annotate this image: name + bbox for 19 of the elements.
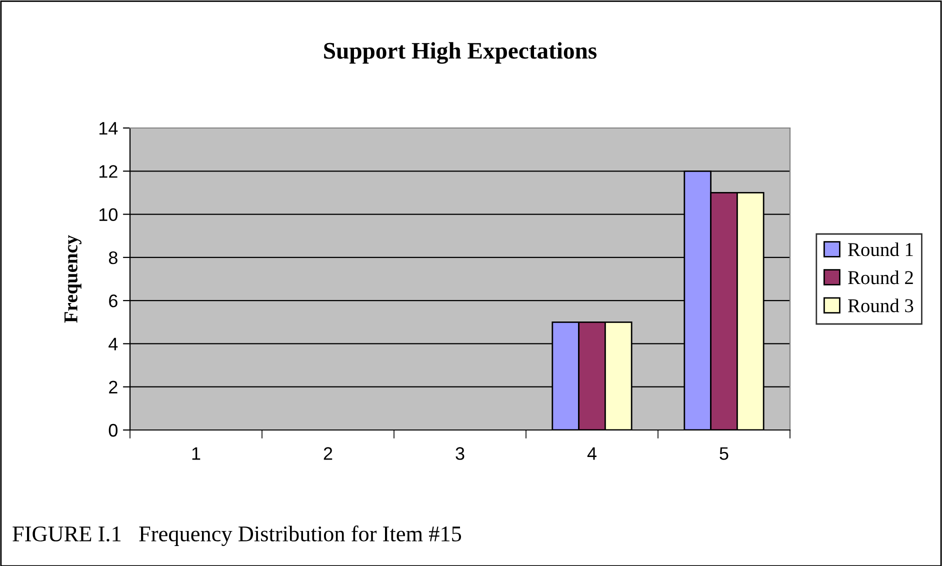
y-tick-label: 8 (108, 251, 118, 264)
y-axis-title: Frequency (64, 235, 82, 323)
x-tick-label: 1 (192, 447, 200, 460)
y-tick-label: 4 (108, 338, 118, 350)
x-tick-label: 2 (324, 447, 332, 460)
chart-title: Support High Expectations (324, 42, 597, 64)
legend-label: Round 2 (848, 270, 913, 284)
y-tick-label: 0 (108, 424, 118, 437)
x-tick-label: 3 (456, 447, 464, 460)
legend-label: Round 1 (848, 242, 913, 256)
x-tick-label: 4 (587, 447, 596, 460)
x-tick-label: 5 (720, 447, 728, 460)
y-tick-label: 2 (109, 380, 118, 394)
text: FIGURE I.1 Frequency Distribution for Item #15 (12, 526, 462, 546)
y-tick-label: 6 (109, 294, 118, 308)
y-tick-label: 14 (99, 122, 118, 135)
legend-label: Round 3 (848, 298, 914, 312)
y-tick-label: 10 (99, 208, 118, 222)
y-tick-label: 12 (99, 165, 118, 178)
